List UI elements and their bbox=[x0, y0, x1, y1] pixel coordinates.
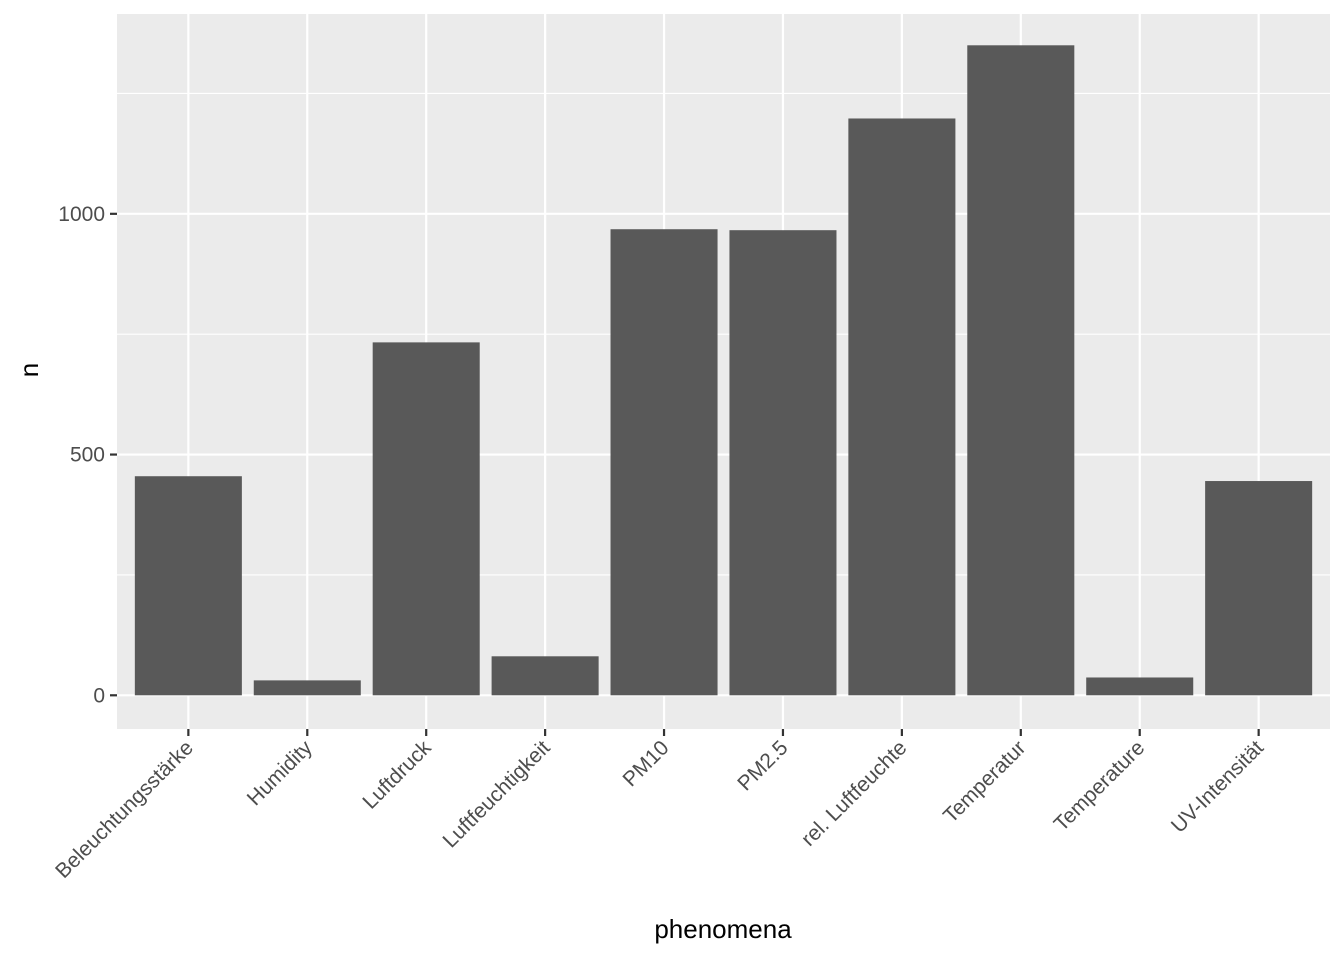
x-tick-label: Temperatur bbox=[939, 736, 1030, 827]
x-tick-label: Temperature bbox=[1050, 736, 1150, 836]
x-tick-label: UV-Intensität bbox=[1167, 736, 1268, 837]
x-ticks: Beleuchtungsstärke Humidity Luftdruck Luftf… bbox=[51, 729, 1268, 883]
grid-minor bbox=[117, 92, 1330, 576]
y-axis-title: n bbox=[14, 363, 44, 377]
bar bbox=[491, 656, 599, 696]
y-ticks: 0 500 1000 bbox=[58, 203, 117, 707]
panel-background bbox=[117, 14, 1330, 729]
bar bbox=[372, 342, 480, 696]
bars bbox=[134, 45, 1313, 696]
x-tick-label: Beleuchtungsstärke bbox=[51, 736, 198, 883]
bar bbox=[134, 476, 242, 696]
bar bbox=[610, 229, 718, 696]
bar bbox=[253, 680, 361, 696]
x-tick-label: Humidity bbox=[243, 736, 317, 810]
y-tick-label: 1000 bbox=[58, 203, 105, 226]
y-tick-label: 0 bbox=[93, 684, 105, 707]
x-tick-label: Luftdruck bbox=[358, 736, 436, 814]
x-tick-label: Luftfeuchtigkeit bbox=[438, 736, 554, 852]
x-axis-title: phenomena bbox=[654, 914, 792, 944]
bar bbox=[729, 230, 837, 696]
x-tick-label: PM2.5 bbox=[733, 736, 792, 795]
y-tick-label: 500 bbox=[70, 444, 105, 467]
bar bbox=[848, 118, 956, 696]
bar bbox=[967, 45, 1075, 696]
x-tick-label: PM10 bbox=[619, 736, 674, 791]
bar bbox=[1205, 481, 1313, 696]
x-tick-label: rel. Luftfeuchte bbox=[797, 736, 911, 850]
bar bbox=[1086, 677, 1194, 696]
